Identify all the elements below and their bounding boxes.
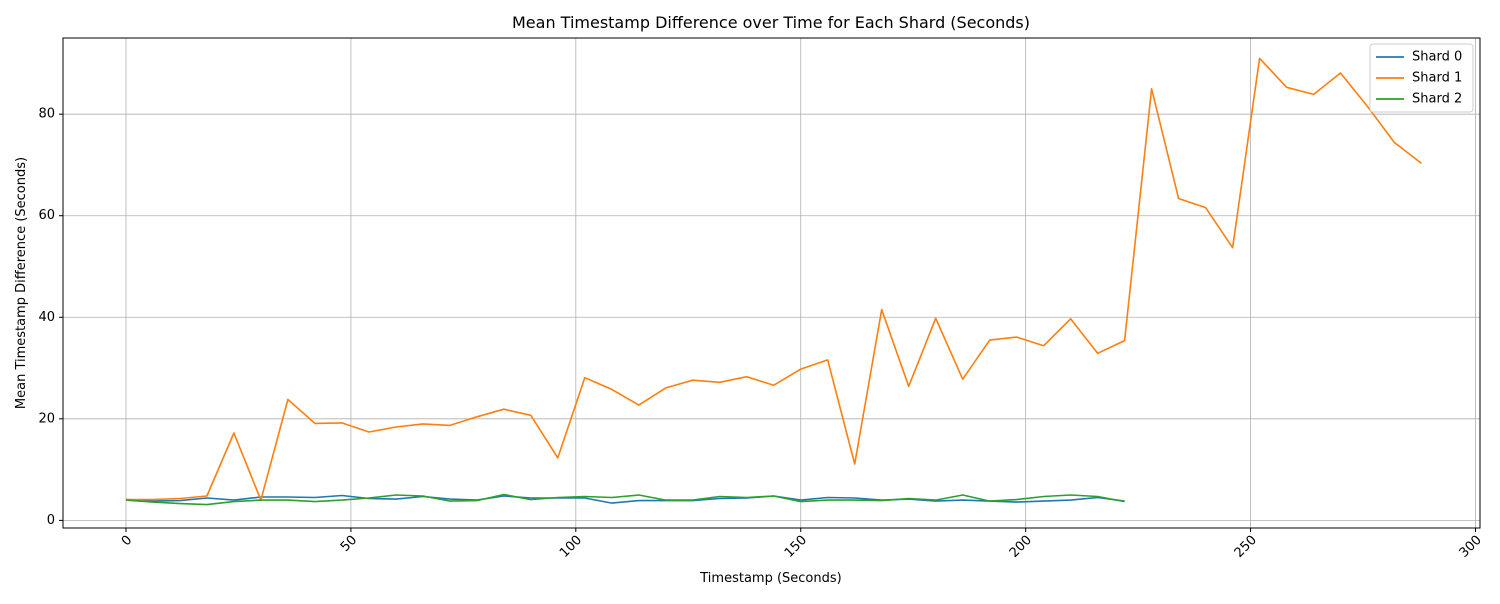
- x-tick-label: 50: [338, 533, 360, 555]
- series-lines: [125, 57, 1422, 506]
- y-tick-label: 40: [38, 310, 55, 325]
- y-tick-label: 0: [47, 513, 55, 528]
- legend-label: Shard 2: [1412, 92, 1462, 107]
- legend-label: Shard 1: [1412, 71, 1462, 86]
- x-axis-ticks: 0 50 100 150 200 250 300: [119, 528, 1485, 561]
- x-tick-label: 150: [782, 533, 810, 561]
- y-tick-label: 80: [38, 107, 55, 122]
- series-line-shard-2: [125, 493, 1125, 506]
- x-axis-label: Timestamp (Seconds): [699, 571, 841, 586]
- x-tick-label: 250: [1232, 533, 1260, 561]
- series-line-shard-1: [126, 57, 1422, 501]
- grid: [63, 38, 1480, 528]
- chart-title: Mean Timestamp Difference over Time for …: [512, 13, 1030, 32]
- x-tick-label: 0: [119, 533, 135, 549]
- legend-box: [1369, 43, 1474, 113]
- y-axis-label: Mean Timestamp Difference (Seconds): [14, 157, 29, 409]
- legend-label: Shard 0: [1412, 50, 1462, 65]
- plot-area-frame: [62, 37, 1481, 529]
- x-tick-label: 300: [1457, 533, 1485, 561]
- y-tick-label: 60: [38, 208, 55, 223]
- x-tick-label: 200: [1007, 533, 1035, 561]
- y-axis-ticks: 0 20 40 60 80: [38, 107, 63, 528]
- x-tick-label: 100: [557, 533, 585, 561]
- series-line-shard-0: [125, 494, 1125, 504]
- y-tick-label: 20: [38, 411, 55, 426]
- legend: Shard 0 Shard 1 Shard 2: [1369, 43, 1474, 113]
